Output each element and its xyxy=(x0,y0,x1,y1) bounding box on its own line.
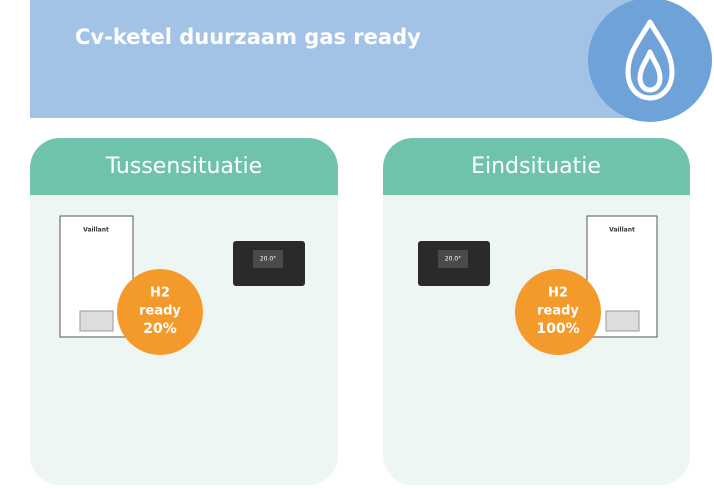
panel-title: Eindsituatie xyxy=(471,154,601,179)
flame-badge xyxy=(588,0,712,122)
panel: Eindsituatie 20.0° Vaillant H2 ready 100… xyxy=(383,138,690,485)
panel: Tussensituatie Vaillant 20.0° H2 ready 2… xyxy=(30,138,338,485)
boiler-brand: Vaillant xyxy=(609,227,635,234)
panel-title: Tussensituatie xyxy=(105,154,262,179)
boiler-brand: Vaillant xyxy=(83,227,109,234)
infographic: Cv-ketel duurzaam gas ready Tussensituat… xyxy=(0,0,714,489)
thermostat-display: 20.0° xyxy=(445,256,461,263)
header-band xyxy=(30,0,650,118)
badge-line: H2 xyxy=(150,286,170,301)
boiler-panel xyxy=(606,311,639,331)
badge-percent: 20% xyxy=(143,321,177,337)
badge-line: ready xyxy=(537,304,579,319)
badge-line: ready xyxy=(139,304,181,319)
badge-percent: 100% xyxy=(536,321,579,337)
thermostat-display: 20.0° xyxy=(260,256,276,263)
badge-line: H2 xyxy=(548,286,568,301)
boiler-panel xyxy=(80,311,113,331)
header-title: Cv-ketel duurzaam gas ready xyxy=(75,25,421,49)
